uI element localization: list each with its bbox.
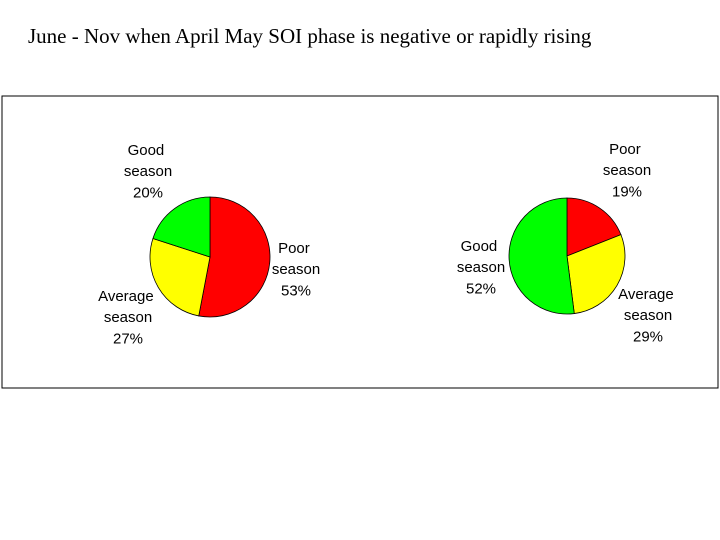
slice-category: Average season xyxy=(98,288,158,326)
pie-slice xyxy=(566,234,626,314)
slice-value-label: 20% xyxy=(133,184,163,201)
slice-value-label: 29% xyxy=(633,328,663,345)
pie-slice xyxy=(149,237,211,317)
slice-category: Poor season xyxy=(603,141,651,179)
slice-value-label: 53% xyxy=(281,282,311,299)
slice-category: Average season xyxy=(618,286,678,324)
slice-value-label: 27% xyxy=(113,330,143,347)
slice-value-label: 19% xyxy=(612,183,642,200)
slice-category: Good season xyxy=(124,142,172,180)
pie-slice xyxy=(566,197,622,257)
slide-title: June - Nov when April May SOI phase is n… xyxy=(28,24,592,48)
pie-slice xyxy=(152,196,211,258)
pie-slice xyxy=(508,197,575,315)
pie-slice xyxy=(198,196,271,318)
slice-category: Poor season xyxy=(272,240,320,278)
slice-value-label: 52% xyxy=(466,280,496,297)
slice-category: Good season xyxy=(457,238,505,276)
